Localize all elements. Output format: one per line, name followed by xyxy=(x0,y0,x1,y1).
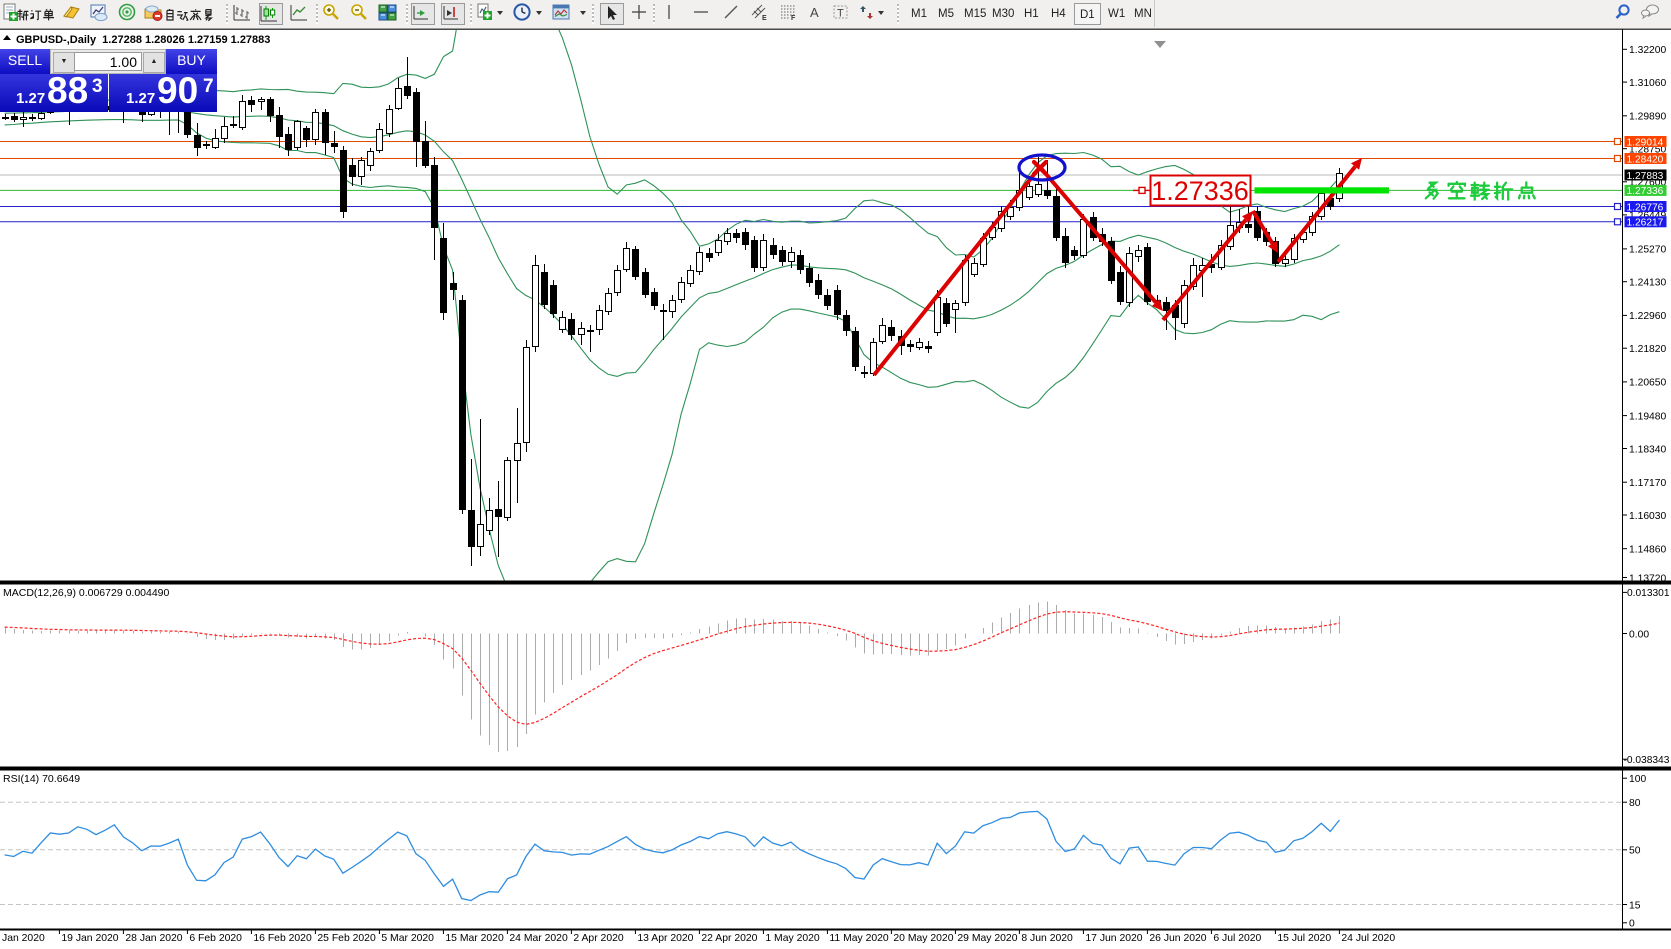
svg-text:24 Jul 2020: 24 Jul 2020 xyxy=(1341,933,1395,944)
svg-text:1.25270: 1.25270 xyxy=(1629,245,1666,256)
svg-text:MACD(12,26,9) 0.006729 0.00449: MACD(12,26,9) 0.006729 0.004490 xyxy=(3,587,170,599)
svg-text:1.26449: 1.26449 xyxy=(1629,211,1666,222)
svg-text:1.21820: 1.21820 xyxy=(1629,344,1666,355)
svg-text:1.28750: 1.28750 xyxy=(1629,145,1666,156)
svg-text:1.31060: 1.31060 xyxy=(1629,78,1666,89)
svg-text:-0.038343: -0.038343 xyxy=(1624,755,1670,766)
svg-text:1.17170: 1.17170 xyxy=(1629,478,1666,489)
svg-text:17 Jun 2020: 17 Jun 2020 xyxy=(1085,933,1142,944)
svg-text:20 May 2020: 20 May 2020 xyxy=(893,933,953,944)
svg-text:0: 0 xyxy=(1629,919,1635,930)
svg-text:A: A xyxy=(810,5,819,20)
svg-text:29 May 2020: 29 May 2020 xyxy=(957,933,1017,944)
svg-text:1.27336: 1.27336 xyxy=(1151,176,1249,206)
svg-text:26 Jun 2020: 26 Jun 2020 xyxy=(1149,933,1206,944)
svg-text:1.26217: 1.26217 xyxy=(1627,218,1664,229)
svg-text:1.19480: 1.19480 xyxy=(1629,411,1666,422)
svg-text:100: 100 xyxy=(1629,774,1646,785)
svg-text:1.24130: 1.24130 xyxy=(1629,278,1666,289)
svg-text:1.18340: 1.18340 xyxy=(1629,444,1666,455)
svg-text:25 Feb 2020: 25 Feb 2020 xyxy=(317,933,376,944)
svg-text:E: E xyxy=(762,15,767,22)
svg-text:50: 50 xyxy=(1629,846,1641,857)
svg-text:T: T xyxy=(837,8,844,20)
svg-text:24 Mar 2020: 24 Mar 2020 xyxy=(509,933,568,944)
svg-text:1.14860: 1.14860 xyxy=(1629,545,1666,556)
svg-text:1.22960: 1.22960 xyxy=(1629,311,1666,322)
svg-text:1.27883: 1.27883 xyxy=(1627,171,1664,182)
svg-text:15: 15 xyxy=(1629,900,1641,911)
svg-text:80: 80 xyxy=(1629,798,1641,809)
svg-text:F: F xyxy=(791,15,796,22)
svg-text:15 Mar 2020: 15 Mar 2020 xyxy=(445,933,504,944)
svg-text:1.32200: 1.32200 xyxy=(1629,45,1666,56)
svg-text:1.27336: 1.27336 xyxy=(1627,186,1664,197)
svg-text:1.26776: 1.26776 xyxy=(1627,202,1664,213)
svg-text:1.27600: 1.27600 xyxy=(1629,178,1666,189)
svg-text:28 Jan 2020: 28 Jan 2020 xyxy=(125,933,182,944)
svg-text:1.29890: 1.29890 xyxy=(1629,112,1666,123)
svg-text:11 May 2020: 11 May 2020 xyxy=(829,933,889,944)
svg-text:2 Apr 2020: 2 Apr 2020 xyxy=(573,933,623,944)
svg-text:13 Apr 2020: 13 Apr 2020 xyxy=(637,933,693,944)
svg-text:15 Jul 2020: 15 Jul 2020 xyxy=(1277,933,1331,944)
svg-text:0.013301: 0.013301 xyxy=(1627,588,1670,599)
svg-text:GBPUSD-,Daily 1.27288 1.28026: GBPUSD-,Daily 1.27288 1.28026 1.27159 1.… xyxy=(16,34,270,46)
svg-text:1.16030: 1.16030 xyxy=(1629,511,1666,522)
svg-text:6 Jul 2020: 6 Jul 2020 xyxy=(1213,933,1261,944)
svg-text:1.13720: 1.13720 xyxy=(1629,573,1666,584)
svg-text:22 Apr 2020: 22 Apr 2020 xyxy=(701,933,757,944)
svg-text:5 Mar 2020: 5 Mar 2020 xyxy=(381,933,434,944)
svg-text:RSI(14) 70.6649: RSI(14) 70.6649 xyxy=(3,773,80,785)
svg-text:1.29014: 1.29014 xyxy=(1627,137,1664,148)
svg-text:6 Feb 2020: 6 Feb 2020 xyxy=(189,933,242,944)
svg-text:16 Feb 2020: 16 Feb 2020 xyxy=(253,933,312,944)
svg-text:19 Jan 2020: 19 Jan 2020 xyxy=(61,933,118,944)
svg-text:8 Jun 2020: 8 Jun 2020 xyxy=(1021,933,1073,944)
svg-text:1.28420: 1.28420 xyxy=(1627,154,1664,165)
svg-text:Jan 2020: Jan 2020 xyxy=(2,933,45,944)
svg-text:1.20650: 1.20650 xyxy=(1629,378,1666,389)
svg-text:1 May 2020: 1 May 2020 xyxy=(765,933,820,944)
svg-text:0.00: 0.00 xyxy=(1629,629,1649,640)
